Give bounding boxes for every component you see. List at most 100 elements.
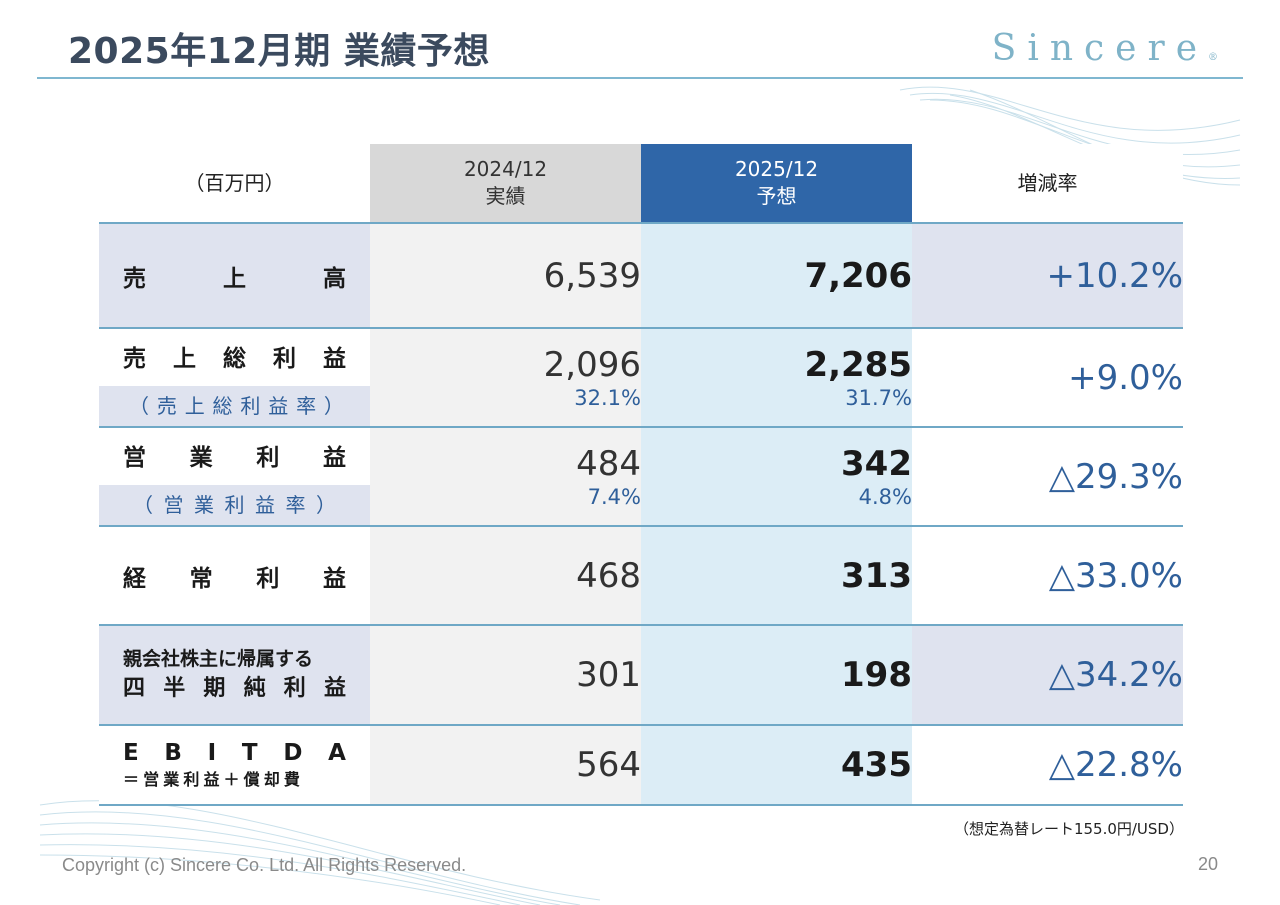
- ordinary-profit-actual-value: 468: [576, 555, 641, 596]
- unit-label: （百万円）: [99, 144, 370, 224]
- label-char: 却: [263, 770, 280, 789]
- net-profit-forecast-value: 198: [841, 655, 912, 695]
- copyright-text: Copyright (c) Sincere Co. Ltd. All Right…: [62, 855, 467, 875]
- label-char: 利: [224, 493, 245, 517]
- gross-profit-change-rate: +9.0%: [912, 328, 1183, 428]
- ebitda-forecast: 435: [641, 724, 912, 806]
- label-char: 営: [143, 770, 160, 789]
- operating-profit-forecast: 342 4.8%: [641, 427, 912, 527]
- label-char: （: [129, 394, 149, 418]
- header-change-rate: 増減率: [912, 144, 1183, 224]
- label-char: 益: [322, 445, 346, 471]
- label-char: 利: [283, 676, 306, 701]
- label-char: 益: [255, 493, 275, 517]
- ebitda-actual-value: 564: [576, 745, 641, 785]
- header-forecast-type: 予想: [756, 184, 797, 208]
- ordinary-profit-forecast-value: 313: [841, 555, 912, 596]
- row-sales: 売 上 高 6,539 7,206 +10.2%: [99, 223, 1183, 329]
- label-gross-margin: （ 売 上 総 利 益 率 ）: [99, 386, 370, 426]
- header-forecast-2025: 2025/12 予想: [641, 144, 912, 224]
- label-char: 経: [123, 565, 146, 592]
- label-char: 業: [194, 493, 214, 517]
- label-char: 利: [256, 565, 280, 592]
- label-ebitda: E B I T D A ＝ 営 業 利 益 ＋ 償 却 費: [99, 724, 370, 806]
- label-char: 益: [323, 676, 346, 701]
- label-char: 業: [163, 770, 180, 789]
- slide-title: 2025年12月期 業績予想: [68, 31, 490, 72]
- header-actual-2024: 2024/12 実績: [370, 144, 641, 224]
- header-actual-type: 実績: [485, 184, 526, 208]
- label-char: 総: [212, 394, 233, 418]
- label-char: T: [241, 740, 258, 766]
- label-char: 利: [273, 346, 296, 372]
- label-char: ）: [316, 493, 336, 517]
- operating-profit-actual: 484 7.4%: [370, 427, 641, 527]
- label-char: 益: [268, 394, 289, 418]
- label-char: 費: [283, 770, 300, 789]
- label-char: 利: [183, 770, 200, 789]
- ebitda-actual: 564: [370, 724, 641, 806]
- label-char: 益: [323, 346, 346, 372]
- table-header-row: （百万円） 2024/12 実績 2025/12 予想 増減率: [99, 144, 1183, 224]
- label-char: 率: [296, 394, 317, 418]
- label-char: 営: [163, 493, 184, 517]
- fx-rate-note: （想定為替レート155.0円/USD）: [953, 820, 1184, 838]
- label-char: 上: [223, 265, 246, 292]
- row-net-profit: 親会社株主に帰属する 四 半 期 純 利 益 301 198 △34.2%: [99, 625, 1183, 726]
- label-char: 高: [323, 265, 346, 292]
- page-number: 20: [1197, 854, 1218, 874]
- label-char: 業: [189, 445, 213, 471]
- label-char: 期: [203, 676, 226, 701]
- label-char: A: [328, 740, 346, 766]
- ordinary-profit-actual: 468: [370, 526, 641, 626]
- label-char: 上: [173, 346, 196, 372]
- label-char: 売: [156, 394, 177, 418]
- label-ebitda-formula: ＝ 営 業 利 益 ＋ 償 却 費: [99, 768, 324, 792]
- ordinary-profit-forecast: 313: [641, 526, 912, 626]
- label-char: 四: [123, 676, 146, 701]
- gross-profit-forecast: 2,285 31.7%: [641, 328, 912, 428]
- operating-margin-actual: 7.4%: [587, 484, 641, 509]
- label-char: 益: [203, 770, 220, 789]
- label-char: 利: [240, 394, 261, 418]
- label-char: 売: [123, 265, 146, 292]
- gross-profit-actual-value: 2,096: [543, 344, 641, 385]
- label-char: 営: [123, 445, 146, 471]
- operating-profit-actual-value: 484: [576, 443, 641, 484]
- label-char: ＋: [223, 770, 240, 789]
- label-sales: 売 上 高: [99, 223, 370, 329]
- operating-profit-forecast-value: 342: [841, 443, 912, 484]
- row-gross-profit: 売 上 総 利 益 （ 売 上 総 利 益 率 ） 2,096: [99, 328, 1183, 428]
- label-char: 半: [163, 676, 186, 701]
- label-char: 償: [243, 770, 260, 789]
- label-char: 総: [223, 346, 246, 372]
- sales-actual-value: 6,539: [543, 255, 641, 296]
- row-operating-profit: 営 業 利 益 （ 営 業 利 益 率 ） 484 7.4%: [99, 427, 1183, 527]
- earnings-forecast-table: （百万円） 2024/12 実績 2025/12 予想 増減率 売 上 高 6,53…: [99, 144, 1183, 806]
- gross-margin-forecast: 31.7%: [845, 385, 912, 410]
- label-char: 上: [184, 394, 205, 418]
- header-actual-period: 2024/12: [463, 157, 548, 181]
- sales-actual: 6,539: [370, 223, 641, 329]
- net-profit-forecast: 198: [641, 625, 912, 726]
- gross-profit-forecast-value: 2,285: [804, 344, 912, 385]
- label-operating-margin: （ 営 業 利 益 率 ）: [99, 485, 370, 525]
- operating-margin-forecast: 4.8%: [858, 484, 912, 509]
- label-char: 売: [123, 346, 146, 372]
- label-char: B: [164, 740, 182, 766]
- ordinary-profit-change-rate: △33.0%: [912, 526, 1183, 626]
- label-char: （: [133, 493, 153, 517]
- label-net-profit-line1: 親会社株主に帰属する: [123, 648, 314, 670]
- label-char: 率: [285, 493, 306, 517]
- company-logo: Sincere®: [992, 28, 1218, 69]
- label-char: ＝: [123, 770, 140, 789]
- gross-profit-actual: 2,096 32.1%: [370, 328, 641, 428]
- label-char: 常: [189, 565, 213, 592]
- header-forecast-period: 2025/12: [734, 157, 819, 181]
- registered-mark: ®: [1208, 52, 1218, 63]
- label-char: 利: [256, 445, 280, 471]
- label-net-profit: 親会社株主に帰属する 四 半 期 純 利 益: [99, 625, 370, 726]
- label-char: ）: [323, 394, 344, 418]
- label-operating-profit: 営 業 利 益 （ 営 業 利 益 率 ）: [99, 427, 370, 527]
- label-char: 益: [322, 565, 346, 592]
